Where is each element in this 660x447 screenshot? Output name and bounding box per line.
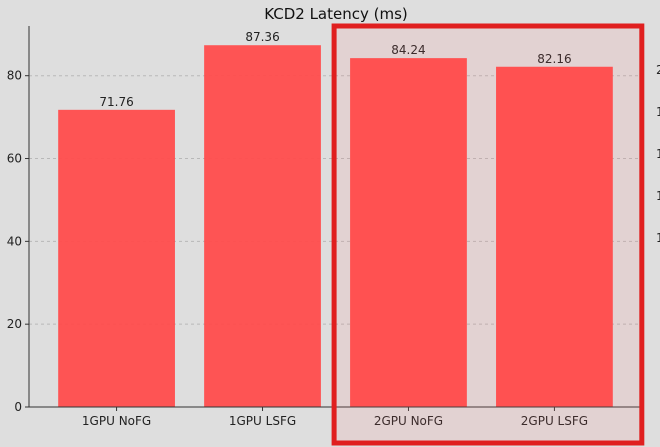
x-tick-label: 1GPU LSFG — [229, 414, 296, 428]
y-ticks: 0 20 40 60 80 — [7, 69, 29, 414]
bar-value-label: 82.16 — [537, 52, 571, 66]
partial-tick-5: 1 — [656, 231, 660, 245]
bar-value-label: 71.76 — [99, 95, 133, 109]
bar-2gpu-nofg — [350, 58, 467, 407]
x-tick-label: 2GPU LSFG — [521, 414, 588, 428]
bar-1gpu-lsfg — [204, 45, 321, 408]
bar-value-label: 87.36 — [245, 30, 279, 44]
bar-value-labels: 71.76 87.36 84.24 82.16 — [99, 30, 571, 109]
y-tick-label-60: 60 — [7, 152, 22, 166]
partial-tick-2: 1 — [656, 105, 660, 119]
y-tick-label-80: 80 — [7, 69, 22, 83]
y-tick-label-0: 0 — [14, 400, 22, 414]
bar-1gpu-nofg — [58, 109, 175, 407]
chart-title: KCD2 Latency (ms) — [264, 5, 408, 23]
x-ticks: 1GPU NoFG 1GPU LSFG 2GPU NoFG 2GPU LSFG — [82, 407, 588, 428]
right-edge-partial-ticks: 2 1 1 1 1 — [656, 63, 660, 245]
partial-tick-3: 1 — [656, 147, 660, 161]
bars — [58, 45, 613, 408]
highlight-box — [331, 23, 645, 446]
x-tick-label: 1GPU NoFG — [82, 414, 151, 428]
x-tick-label: 2GPU NoFG — [374, 414, 443, 428]
partial-tick-4: 1 — [656, 189, 660, 203]
highlight-box-group — [331, 23, 645, 446]
partial-tick-1: 2 — [656, 63, 660, 77]
bar-2gpu-lsfg — [496, 66, 613, 408]
bar-value-label: 84.24 — [391, 43, 425, 57]
y-tick-label-40: 40 — [7, 234, 22, 248]
y-tick-label-20: 20 — [7, 317, 22, 331]
